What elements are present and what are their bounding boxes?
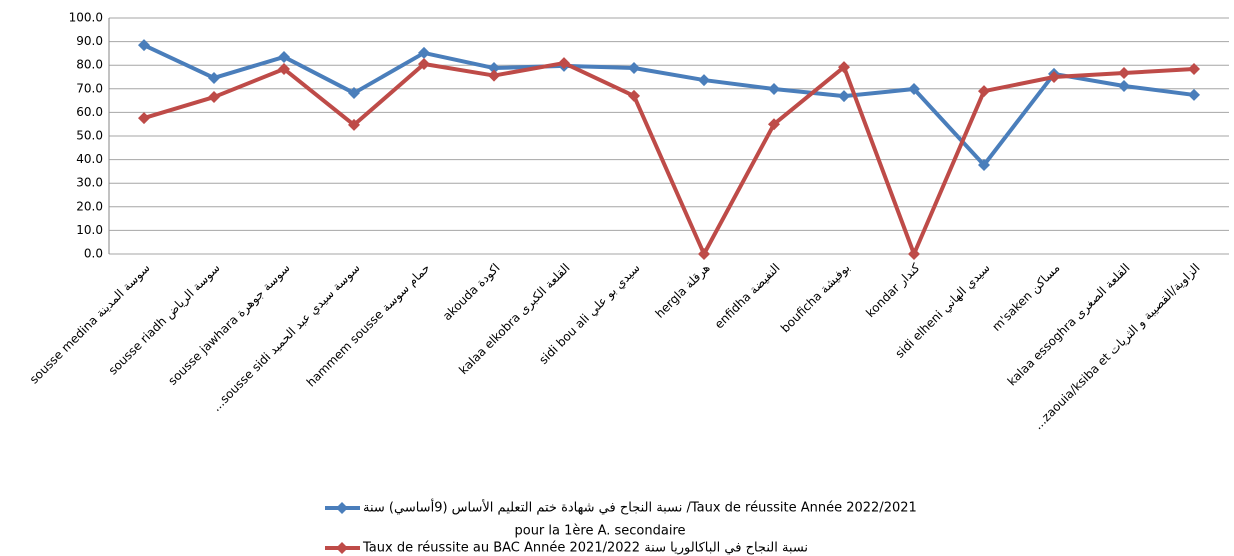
marker <box>1118 79 1130 92</box>
marker <box>558 57 570 70</box>
marker <box>628 89 640 102</box>
marker <box>138 112 150 125</box>
marker <box>838 90 850 103</box>
marker <box>1048 71 1060 83</box>
marker <box>908 248 920 260</box>
legend-label: Taux de réussite au BAC Année 2021/2022 … <box>362 541 808 556</box>
y-tick-label: 30.0 <box>76 176 103 190</box>
marker <box>348 118 360 131</box>
y-tick-label: 90.0 <box>76 34 103 48</box>
x-tick-label: hammem sousse حمام سوسة <box>304 261 433 390</box>
marker <box>768 83 780 96</box>
marker <box>838 61 850 74</box>
marker <box>208 71 220 84</box>
marker <box>768 118 780 131</box>
legend-note: pour la 1ère A. secondaire <box>514 524 685 539</box>
x-tick-label: kalaa essoghra القلعة الصغرى <box>1005 261 1134 390</box>
y-tick-label: 0.0 <box>84 247 103 261</box>
legend-label: نسبة النجاح في شهادة ختم التعليم الأساس … <box>363 499 917 516</box>
y-tick-label: 100.0 <box>69 11 103 25</box>
x-tick-label: bouficha بوفيشة <box>778 261 853 336</box>
marker <box>138 39 150 52</box>
x-tick-label: sousse medina سوسة المدينة <box>27 261 153 387</box>
x-tick-label: hergla هرقلة <box>653 261 714 322</box>
marker <box>418 46 430 59</box>
x-tick-label: akouda اكودة <box>440 261 503 324</box>
series-line <box>143 43 1195 168</box>
legend-marker <box>336 542 348 554</box>
y-tick-label: 20.0 <box>76 199 103 213</box>
marker <box>1188 62 1200 75</box>
marker <box>278 50 290 63</box>
marker <box>978 85 990 98</box>
x-tick-label: ...sousse sidi سوسة سيدي عبد الحميد <box>209 261 363 415</box>
marker <box>978 159 990 172</box>
marker <box>278 62 290 75</box>
y-tick-label: 40.0 <box>76 152 103 166</box>
y-tick-label: 50.0 <box>76 129 103 143</box>
marker <box>1118 66 1130 79</box>
marker <box>698 248 710 260</box>
x-tick-label: ...zaouia/ksiba et الزاوية/القصيبة و الث… <box>1031 261 1203 433</box>
series-line <box>143 61 1195 256</box>
y-tick-label: 80.0 <box>76 58 103 72</box>
marker <box>418 58 430 71</box>
x-tick-label: enfidha النفيضة <box>712 261 783 332</box>
marker <box>628 62 640 75</box>
x-tick-label: kondar كندار <box>863 260 923 320</box>
y-tick-label: 10.0 <box>76 223 103 237</box>
y-tick-label: 60.0 <box>76 105 103 119</box>
x-tick-label: sousse jawhara سوسة جوهرة <box>165 261 293 389</box>
x-tick-label: m'saken مساكن <box>989 261 1063 335</box>
y-tick-label: 70.0 <box>76 81 103 95</box>
marker <box>908 83 920 96</box>
x-tick-label: sousse riadh سوسة الرياض <box>106 261 224 379</box>
marker <box>488 62 500 75</box>
marker <box>488 69 500 82</box>
marker <box>348 87 360 100</box>
marker <box>1188 88 1200 101</box>
legend-marker <box>336 502 348 514</box>
marker <box>698 74 710 87</box>
marker <box>208 91 220 104</box>
